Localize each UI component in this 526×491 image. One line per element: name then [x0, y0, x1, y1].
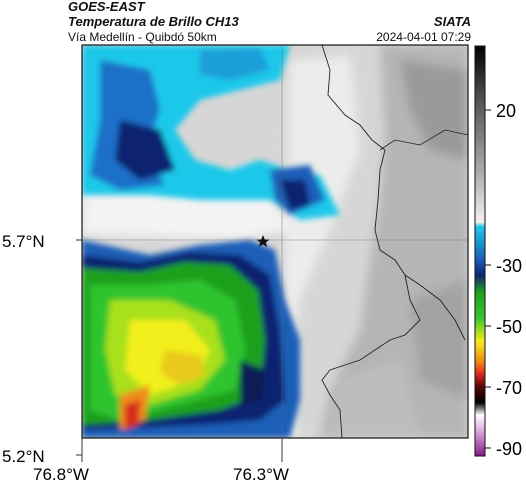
- colorbar-tick-label: -90: [496, 439, 522, 459]
- product-subtitle: Temperatura de Brillo CH13: [68, 14, 239, 29]
- colorbar: 20 -30 -50 -70 -90: [474, 45, 522, 459]
- colorbar-tick-label: 20: [496, 101, 516, 121]
- map-image: [82, 45, 468, 438]
- colorbar-tick-label: -50: [496, 317, 522, 337]
- lat-tick-label: 5.7°N: [2, 232, 45, 251]
- region-label: Vía Medellín - Quibdó 50km: [68, 30, 217, 44]
- lat-tick-label: 5.2°N: [2, 447, 45, 466]
- colorbar-tick-label: -30: [496, 256, 522, 276]
- colorbar-tick-label: -70: [496, 378, 522, 398]
- location-star-icon: [256, 235, 270, 247]
- lon-tick-label: 76.8°W: [33, 465, 89, 484]
- product-title: GOES-EAST: [68, 0, 145, 14]
- agency-label: SIATA: [433, 14, 471, 29]
- timestamp-label: 2024-04-01 07:29: [376, 30, 471, 44]
- lon-tick-label: 76.3°W: [233, 465, 289, 484]
